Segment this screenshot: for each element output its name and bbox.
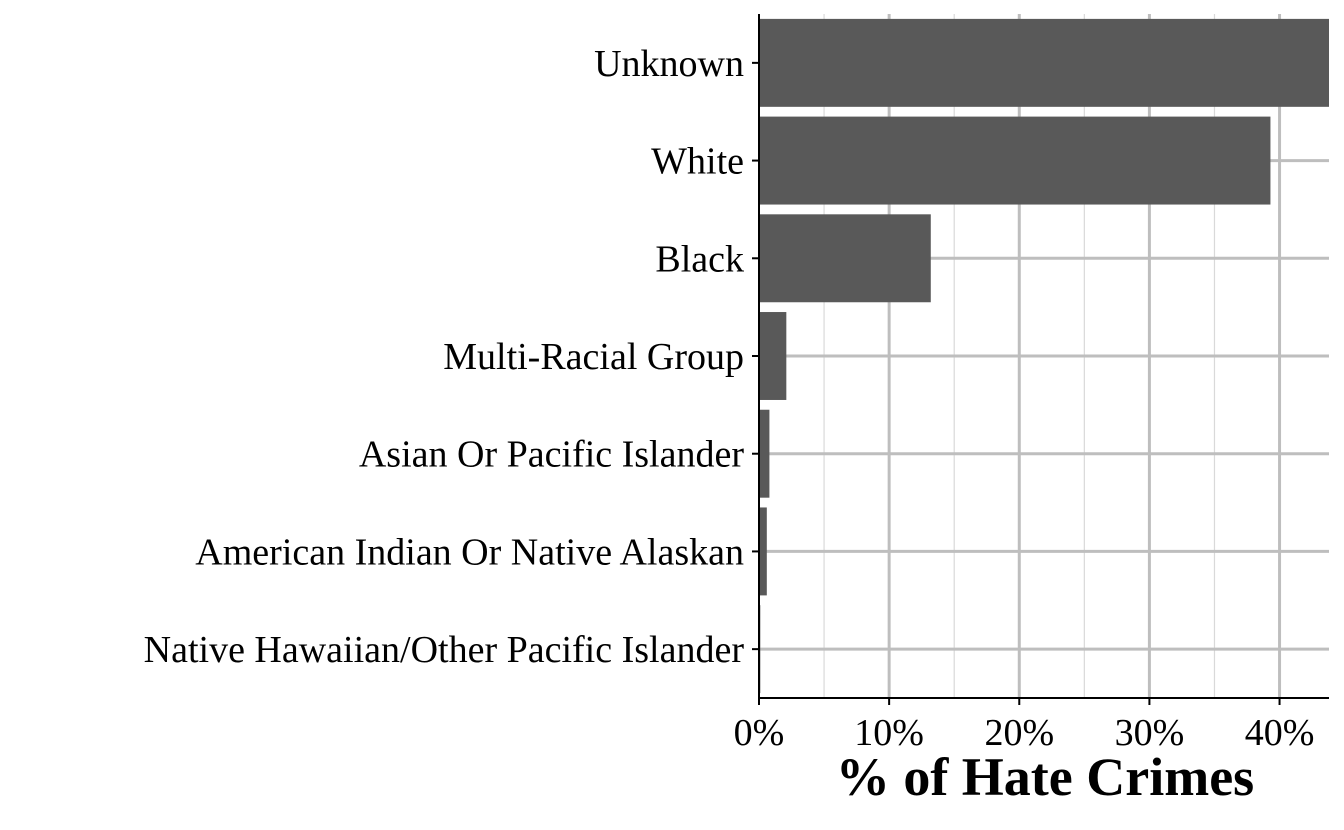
category-label: Native Hawaiian/Other Pacific Islander xyxy=(144,629,745,671)
category-labels: Unknown White Black Multi-Racial Group Asian… xyxy=(144,43,745,671)
x-axis-title: % of Hate Crimes xyxy=(836,747,1254,807)
x-tick-labels: 0% 10% 20% 30% 40% xyxy=(734,712,1315,754)
x-tick-label: 40% xyxy=(1245,712,1315,754)
bar-multi-racial-group xyxy=(759,312,787,400)
bars xyxy=(759,18,1329,694)
x-tick-label: 0% xyxy=(734,712,785,754)
bar-unknown xyxy=(759,18,1329,107)
category-label: Black xyxy=(655,238,744,280)
category-label: Asian Or Pacific Islander xyxy=(359,434,744,476)
category-label: Unknown xyxy=(594,43,744,85)
x-tick-label: 30% xyxy=(1115,712,1185,754)
category-label: American Indian Or Native Alaskan xyxy=(195,531,744,573)
category-label: White xyxy=(651,141,744,183)
category-label: Multi-Racial Group xyxy=(443,336,744,378)
axes xyxy=(752,14,1329,705)
bar-american-indian-or-native-alaskan xyxy=(759,507,767,596)
bar-black xyxy=(759,214,931,303)
bar-asian-or-pacific-islander xyxy=(759,409,770,498)
bar-white xyxy=(759,116,1271,205)
x-tick-label: 10% xyxy=(854,712,924,754)
x-tick-label: 20% xyxy=(984,712,1054,754)
